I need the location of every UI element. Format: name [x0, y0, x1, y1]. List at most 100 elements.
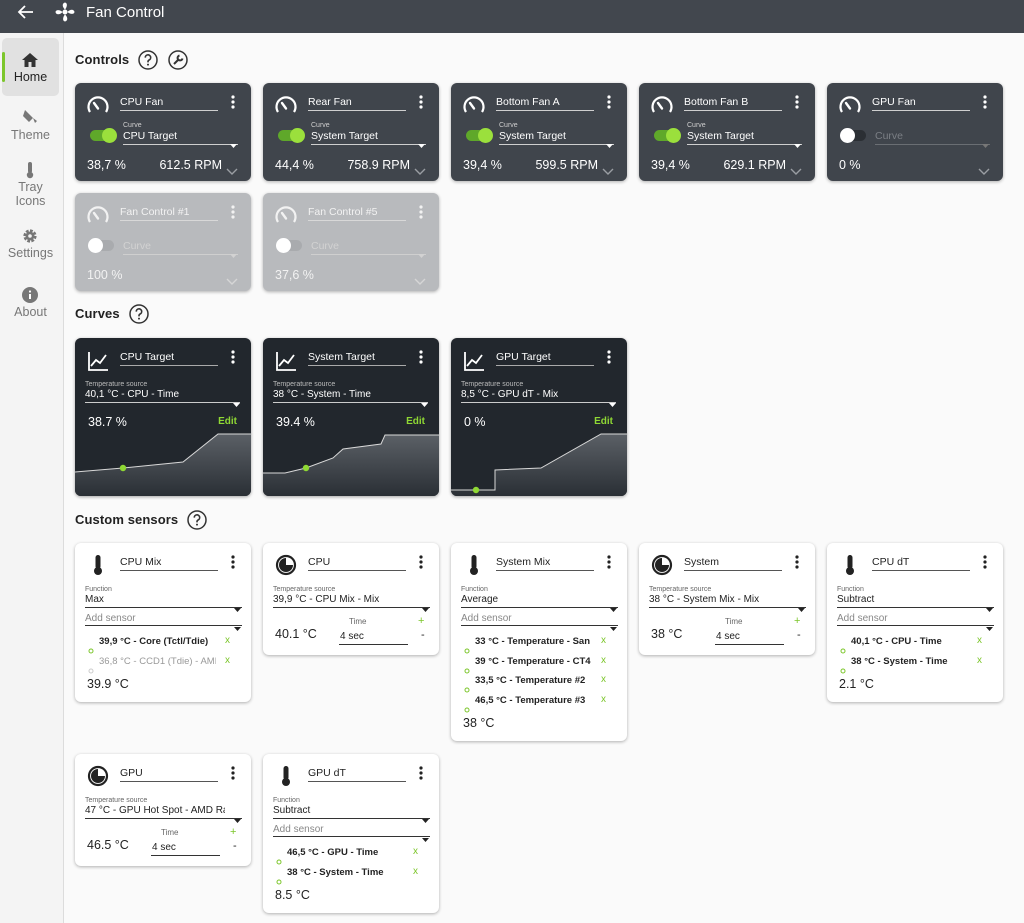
tools-button[interactable]	[168, 50, 188, 70]
source-select[interactable]: 38 °C - System - Time	[273, 389, 371, 400]
remove-item[interactable]: x	[601, 635, 606, 646]
field-select[interactable]: Max	[85, 594, 104, 605]
menu-button[interactable]	[418, 554, 424, 570]
source-select[interactable]: 40,1 °C - CPU - Time	[85, 389, 180, 400]
menu-button[interactable]	[418, 349, 424, 365]
menu-button[interactable]	[230, 765, 236, 781]
remove-item[interactable]: x	[413, 865, 418, 877]
curve-select[interactable]: System Target	[311, 130, 378, 142]
time-decrease[interactable]: -	[421, 629, 425, 641]
nav-label[interactable]: Settings	[7, 246, 54, 260]
nav-icon[interactable]	[21, 286, 39, 304]
nav-label[interactable]: About	[14, 305, 47, 319]
menu-button[interactable]	[982, 94, 988, 110]
curve-select[interactable]: System Target	[687, 130, 754, 142]
menu-button[interactable]	[794, 94, 800, 110]
nav-icon[interactable]	[21, 227, 39, 245]
help-button[interactable]	[138, 50, 158, 70]
toggle[interactable]	[90, 128, 117, 143]
remove-item[interactable]: x	[601, 674, 606, 685]
toggle[interactable]	[466, 128, 493, 143]
source-select[interactable]: 8,5 °C - GPU dT - Mix	[461, 389, 559, 400]
remove-item[interactable]: x	[977, 654, 982, 666]
expand-button[interactable]	[978, 162, 990, 175]
time-increase[interactable]: +	[794, 615, 801, 627]
menu-button[interactable]	[230, 204, 236, 220]
menu-button[interactable]	[982, 554, 988, 570]
add-sensor-select[interactable]: Add sensor	[273, 824, 324, 835]
sensor-card: GPU dT Function Subtract Add sensor 46,5 °C …	[263, 754, 439, 913]
field-select[interactable]: Subtract	[273, 805, 311, 816]
curve-select[interactable]: Curve	[875, 130, 904, 142]
source-label: Temperature source	[85, 381, 148, 388]
dropdown-arrow	[422, 828, 429, 842]
time-increase[interactable]: +	[418, 615, 425, 627]
field-select[interactable]: 39,9 °C - CPU Mix - Mix	[273, 594, 380, 605]
icon-shape	[419, 350, 423, 364]
edit-button[interactable]: Edit	[594, 416, 613, 427]
section-title: Custom sensors	[75, 512, 179, 527]
curve-select[interactable]: Curve	[123, 240, 152, 252]
expand-button[interactable]	[414, 272, 426, 285]
toggle[interactable]	[840, 128, 866, 143]
field-select[interactable]: 38 °C - System Mix - Mix	[649, 594, 760, 605]
add-sensor-select[interactable]: Add sensor	[85, 613, 136, 624]
menu-button[interactable]	[418, 94, 424, 110]
add-sensor-select[interactable]: Add sensor	[461, 613, 512, 624]
expand-button[interactable]	[602, 162, 614, 175]
time-decrease[interactable]: -	[797, 629, 801, 641]
toggle[interactable]	[88, 238, 114, 253]
help-button[interactable]	[129, 304, 149, 324]
menu-button[interactable]	[606, 554, 612, 570]
edit-button[interactable]: Edit	[406, 416, 425, 427]
back-button[interactable]	[16, 2, 36, 22]
remove-item[interactable]: x	[225, 654, 230, 666]
expand-button[interactable]	[790, 162, 802, 175]
menu-button[interactable]	[418, 765, 424, 781]
curve-select[interactable]: Curve	[311, 240, 340, 252]
menu-button[interactable]	[794, 554, 800, 570]
icon-shape	[607, 95, 611, 99]
expand-button[interactable]	[414, 162, 426, 175]
expand-button[interactable]	[226, 162, 238, 175]
add-sensor-select[interactable]: Add sensor	[837, 613, 888, 624]
remove-item[interactable]: x	[601, 654, 606, 666]
menu-button[interactable]	[230, 349, 236, 365]
nav-icon[interactable]	[21, 51, 39, 69]
time-decrease[interactable]: -	[233, 840, 237, 852]
help-button[interactable]	[187, 510, 207, 530]
icon-shape	[471, 555, 477, 569]
menu-button[interactable]	[606, 349, 612, 365]
menu-button[interactable]	[230, 94, 236, 110]
nav-icon[interactable]	[21, 161, 39, 179]
nav-label[interactable]: Theme	[11, 128, 50, 142]
expand-button[interactable]	[226, 272, 238, 285]
curve-select[interactable]: System Target	[499, 130, 566, 142]
time-value[interactable]: 4 sec	[152, 842, 176, 853]
toggle[interactable]	[276, 238, 302, 253]
time-value[interactable]: 4 sec	[340, 631, 364, 642]
nav-icon[interactable]	[21, 107, 39, 125]
remove-item[interactable]: x	[601, 693, 606, 705]
curve-select[interactable]: CPU Target	[123, 130, 178, 142]
menu-button[interactable]	[418, 204, 424, 220]
toggle[interactable]	[654, 128, 681, 143]
menu-button[interactable]	[230, 554, 236, 570]
toggle[interactable]	[278, 128, 305, 143]
remove-item[interactable]: x	[225, 635, 230, 646]
field-select[interactable]: 47 °C - GPU Hot Spot - AMD Rade	[85, 805, 225, 816]
remove-item[interactable]: x	[977, 635, 982, 646]
field-select[interactable]: Subtract	[837, 594, 875, 605]
edit-button[interactable]: Edit	[218, 416, 237, 427]
field-select[interactable]: Average	[461, 594, 499, 605]
time-increase[interactable]: +	[230, 826, 237, 838]
time-value[interactable]: 4 sec	[716, 631, 740, 642]
nav-label[interactable]: Home	[13, 70, 48, 84]
icon-shape	[129, 304, 149, 324]
icon-shape	[451, 434, 627, 496]
remove-item[interactable]: x	[413, 846, 418, 857]
nav-label[interactable]: Tray Icons	[15, 180, 46, 208]
icon-shape	[421, 403, 428, 407]
icon-shape	[844, 101, 852, 110]
menu-button[interactable]	[606, 94, 612, 110]
